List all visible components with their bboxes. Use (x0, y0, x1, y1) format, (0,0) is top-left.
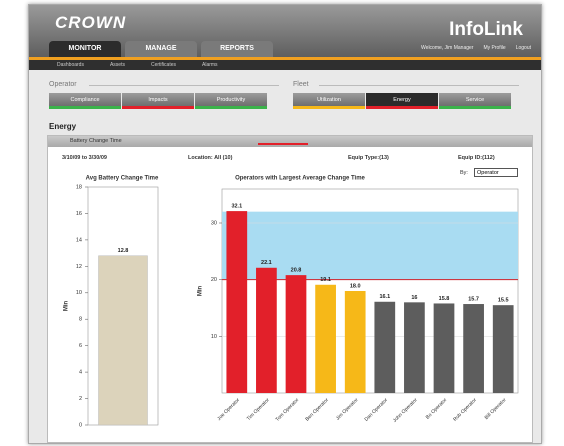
x-tick-label: Joe Operator (216, 397, 241, 422)
bar (315, 284, 336, 393)
chart-title: Avg Battery Change Time (86, 176, 159, 182)
y-tick-label: 30 (211, 220, 217, 226)
logo: CROWN (55, 13, 127, 32)
subtab[interactable]: Certificates (150, 62, 176, 68)
filter: Equip ID:(112) (458, 155, 495, 161)
y-tick-label: 12 (76, 264, 82, 270)
dash-button[interactable]: Utilization (293, 93, 365, 109)
bar (256, 267, 277, 393)
dash-button[interactable]: Energy (366, 93, 438, 109)
y-tick-label: 10 (76, 290, 82, 296)
tab[interactable]: MANAGE (125, 41, 197, 57)
y-tick-label: 0 (79, 422, 82, 428)
value-label: 15.7 (468, 296, 479, 302)
x-tick-label: Ben Operator (304, 397, 330, 423)
accent (258, 143, 308, 145)
value-label: 20.8 (291, 268, 302, 274)
x-tick-label: Dan Operator (363, 397, 389, 423)
value-label: 19.1 (320, 277, 331, 283)
y-tick-label: 20 (211, 277, 217, 283)
value-label: 15.8 (439, 296, 450, 302)
bar (98, 255, 148, 426)
tab[interactable]: REPORTS (201, 41, 273, 57)
y-tick-label: 18 (76, 184, 82, 190)
x-tick-label: Jim Operator (335, 397, 360, 422)
bar (344, 291, 366, 393)
subtab[interactable]: Alarms (202, 62, 218, 68)
by-label: By: (460, 170, 468, 176)
bar (374, 301, 396, 393)
y-axis-label: Min (64, 301, 70, 312)
logout-link[interactable]: Logout (515, 45, 531, 51)
panel-title: Battery Change Time (70, 138, 122, 144)
bar (404, 302, 425, 393)
bar (226, 211, 248, 393)
value-label: 16 (411, 295, 417, 301)
x-tick-label: Bill Operator (484, 397, 508, 421)
panel-bar: Battery Change Time (48, 136, 532, 147)
bar (433, 303, 455, 393)
x-tick-label: Rob Operator (452, 397, 478, 423)
value-label: 12.8 (118, 248, 129, 254)
dash-button[interactable]: Productivity (195, 93, 267, 109)
y-tick-label: 14 (76, 237, 82, 243)
group-select[interactable]: Operator (474, 168, 518, 177)
profile-link[interactable]: My Profile (483, 45, 506, 51)
product-name: InfoLink (449, 19, 523, 40)
y-tick-label: 8 (79, 317, 82, 323)
page-heading: Energy (49, 122, 77, 131)
tab[interactable]: MONITOR (49, 41, 121, 57)
divider (319, 85, 519, 86)
x-tick-label: Tom Operator (274, 397, 300, 423)
subtab[interactable]: Dashboards (57, 62, 84, 68)
bar (463, 304, 484, 393)
section-label: Fleet (293, 81, 309, 88)
filter: Location: All (10) (188, 155, 233, 161)
bar (285, 275, 307, 393)
dash-button[interactable]: Compliance (49, 93, 121, 109)
y-axis-label: Min (198, 286, 204, 297)
value-label: 15.5 (498, 298, 509, 304)
y-tick-label: 10 (211, 334, 217, 340)
x-tick-label: Tim Operator (246, 397, 271, 422)
filter: Equip Type:(13) (348, 155, 389, 161)
y-tick-label: 4 (79, 370, 82, 376)
value-label: 18.0 (350, 283, 361, 289)
filter: 3/10/09 to 3/30/09 (62, 155, 107, 161)
header: CROWN InfoLink Welcome, Jim Manager My P… (29, 5, 541, 57)
bar (492, 305, 514, 393)
y-tick-label: 16 (76, 211, 82, 217)
y-tick-label: 6 (79, 343, 82, 349)
divider (89, 85, 279, 86)
x-tick-label: Bo Operator (425, 397, 449, 421)
value-label: 22.1 (261, 260, 272, 266)
chart-title: Operators with Largest Average Change Ti… (235, 176, 365, 182)
dash-button[interactable]: Service (439, 93, 511, 109)
user-links: Welcome, Jim Manager My Profile Logout (421, 45, 531, 51)
subtab[interactable]: Assets (109, 62, 125, 68)
welcome: Welcome, Jim Manager (421, 45, 474, 51)
subnav: Dashboards Assets Certificates Alarms (29, 60, 541, 70)
tab-underline (29, 57, 541, 60)
value-label: 16.1 (379, 294, 390, 300)
value-label: 32.1 (231, 204, 242, 210)
section-label: Operator (49, 81, 77, 88)
y-tick-label: 2 (79, 396, 82, 402)
dash-button[interactable]: Impacts (122, 93, 194, 109)
x-tick-label: John Operator (392, 397, 419, 424)
